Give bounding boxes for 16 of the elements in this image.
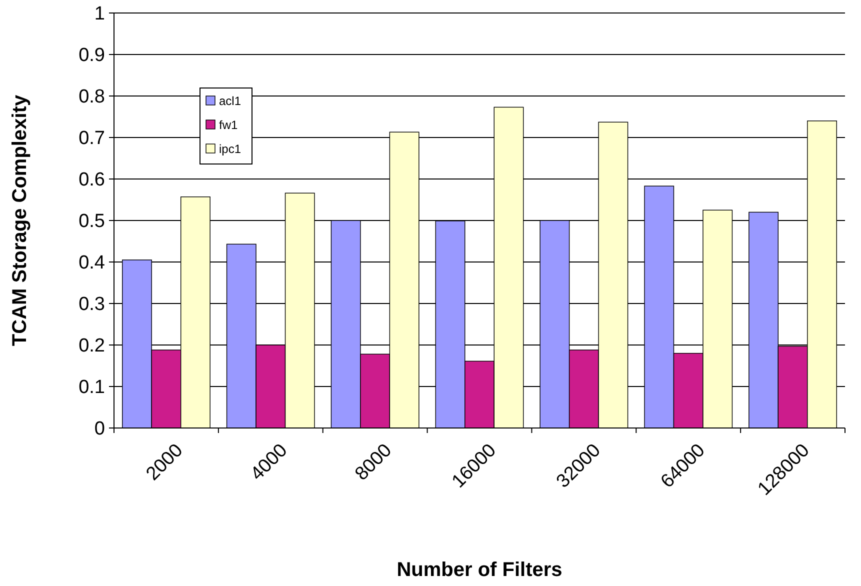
legend-label: ipc1 [219, 142, 242, 156]
y-tick-label: 0.2 [78, 336, 105, 357]
legend-label: acl1 [219, 94, 242, 108]
y-tick-label: 0 [94, 418, 105, 440]
y-tick-label: 0.6 [78, 170, 105, 191]
y-tick-label: 0.5 [78, 211, 105, 232]
y-tick-label: 1 [94, 4, 105, 25]
y-tick-label: 0.9 [78, 45, 105, 66]
y-axis-title: TCAM Storage Complexity [9, 94, 31, 346]
y-tick-label: 0.3 [78, 294, 105, 316]
y-tick-label: 0.4 [78, 252, 106, 274]
y-tick-label: 0.1 [78, 377, 105, 398]
legend-label: fw1 [219, 118, 238, 132]
x-axis-title: Number of Filters [396, 559, 562, 581]
y-tick-label: 0.8 [78, 86, 105, 108]
y-tick-label: 0.7 [78, 128, 105, 150]
